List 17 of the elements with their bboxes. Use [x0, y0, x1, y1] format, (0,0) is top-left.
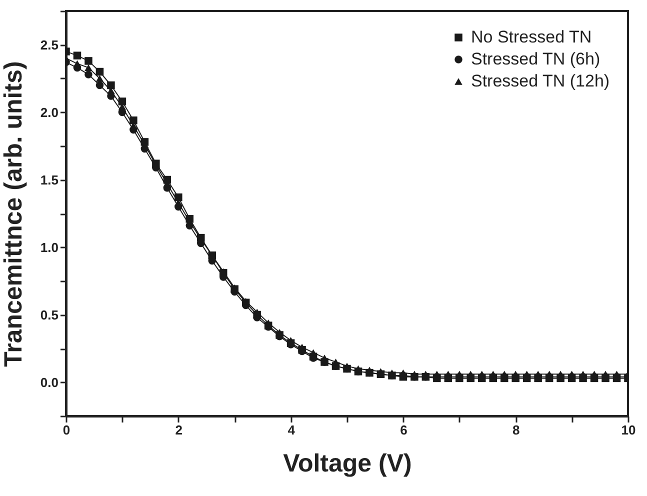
y-tick-label: 1.0 — [40, 240, 58, 255]
y-tick-label: 0.5 — [40, 307, 58, 322]
x-tick-label: 10 — [621, 422, 636, 438]
y-tick-label: 2.0 — [40, 104, 58, 120]
y-tick-label: 2.5 — [40, 37, 58, 52]
legend-label: Stressed TN (12h) — [471, 72, 610, 90]
legend-label: Stressed TN (6h) — [471, 50, 600, 68]
x-tick-label: 6 — [400, 422, 408, 438]
y-tick-label: 0.0 — [40, 374, 58, 390]
x-tick-label: 2 — [175, 422, 183, 438]
y-tick-label: 1.5 — [40, 172, 58, 188]
x-tick-label: 0 — [62, 422, 70, 438]
y-axis-title: Trancemittnce (arb. units) — [0, 61, 28, 367]
legend-label: No Stressed TN — [471, 28, 592, 46]
x-tick-label: 8 — [512, 422, 520, 438]
x-tick-label: 4 — [288, 422, 296, 438]
x-axis-title: Voltage (V) — [283, 450, 412, 478]
